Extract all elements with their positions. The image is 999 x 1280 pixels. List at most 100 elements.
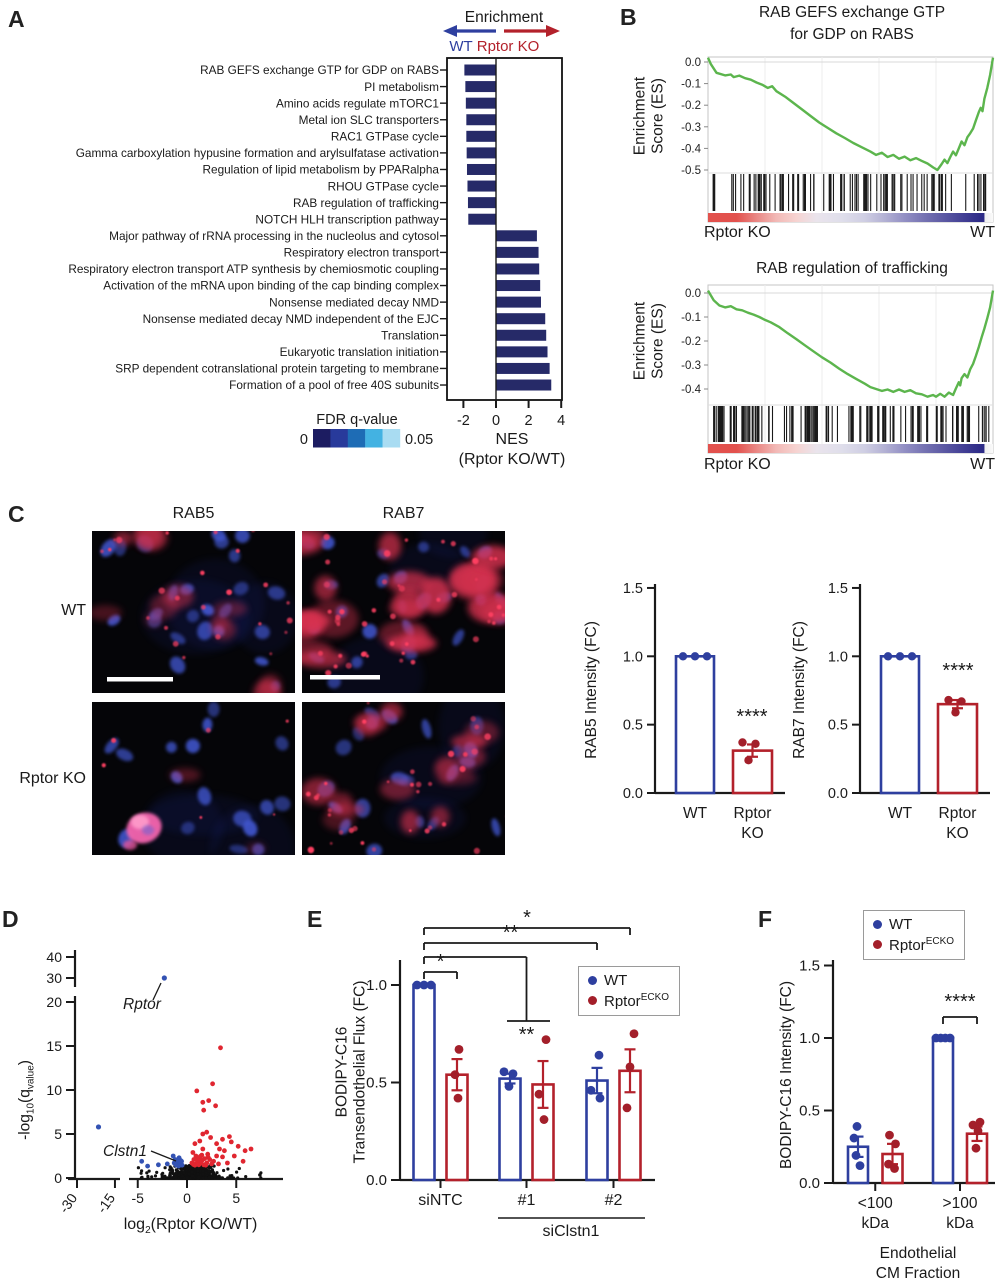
bar xyxy=(879,655,921,795)
svg-text:RAB GEFS exchange GTP for GDP: RAB GEFS exchange GTP for GDP on RABS xyxy=(200,63,439,77)
data-point xyxy=(504,1082,514,1091)
data-point xyxy=(895,652,905,661)
up-gene-point xyxy=(201,1107,207,1113)
svg-text:4: 4 xyxy=(557,413,565,429)
rptor-point xyxy=(161,975,167,981)
svg-text:CM Fraction: CM Fraction xyxy=(876,1265,960,1280)
svg-text:-0.1: -0.1 xyxy=(681,79,701,91)
svg-text:1.0: 1.0 xyxy=(828,649,848,665)
svg-text:Respiratory electron transport: Respiratory electron transport ATP synth… xyxy=(68,262,439,276)
svg-text:5: 5 xyxy=(232,1190,240,1206)
data-point xyxy=(885,1130,894,1140)
svg-text:0.0: 0.0 xyxy=(685,288,701,300)
up-gene-point xyxy=(235,1143,241,1149)
nes-bar xyxy=(496,379,552,391)
micrograph-wt-rab5 xyxy=(92,531,295,693)
data-point xyxy=(951,708,960,717)
svg-text:Clstn1: Clstn1 xyxy=(103,1143,147,1160)
bar xyxy=(931,1036,955,1185)
data-point xyxy=(891,1139,900,1149)
panel-c-letter: C xyxy=(8,501,25,527)
svg-text:>100: >100 xyxy=(943,1195,978,1212)
micrograph xyxy=(92,531,295,693)
cm-legend: WT RptorECKO xyxy=(863,910,966,960)
svg-text:-0.4: -0.4 xyxy=(681,384,701,396)
data-point xyxy=(622,1103,632,1113)
panel-d-letter: D xyxy=(2,906,19,932)
up-gene-point xyxy=(208,1135,214,1140)
svg-text:Gamma carboxylation hypusine f: Gamma carboxylation hypusine formation a… xyxy=(76,146,439,160)
svg-text:FDR q-value: FDR q-value xyxy=(316,412,397,428)
row-label-wt: WT xyxy=(61,602,86,619)
svg-text:5: 5 xyxy=(54,1126,62,1142)
nes-bar xyxy=(464,64,496,76)
gsea2-left-label: Rptor KO xyxy=(704,456,771,473)
svg-text:#1: #1 xyxy=(518,1192,536,1209)
data-point xyxy=(973,1126,983,1136)
svg-text:NOTCH HLH transcription pathwa: NOTCH HLH transcription pathway xyxy=(255,212,439,226)
grouped-chart: 0.0 0.5 1.0 1.5 <100 kDa >100 kDa Endothelial CM … xyxy=(799,958,995,1280)
data-point xyxy=(534,1089,544,1099)
data-point xyxy=(890,1164,899,1173)
svg-text:30: 30 xyxy=(46,970,62,986)
svg-text:kDa: kDa xyxy=(946,1215,974,1232)
data-point xyxy=(508,1069,518,1079)
panel-f-letter: F xyxy=(758,906,773,932)
up-gene-point xyxy=(194,1157,200,1163)
svg-text:1.0: 1.0 xyxy=(799,1030,820,1047)
volcano-plot: 0 5 10 15 20 30 40 -30 -15 -5 0 5 Rptor Clstn1 xyxy=(46,949,283,1216)
micrograph-wt-rab7 xyxy=(302,531,505,693)
scale-bar xyxy=(107,677,173,682)
up-gene-point xyxy=(205,1154,211,1160)
rab7-intensity-chart: 0.0 0.5 1.0 1.5 **** WT Rptor KO xyxy=(828,581,990,842)
svg-text:1.5: 1.5 xyxy=(799,958,820,975)
svg-text:Activation of the mRNA upon bi: Activation of the mRNA upon binding of t… xyxy=(103,279,439,293)
panel-a-letter: A xyxy=(8,6,25,32)
data-point xyxy=(944,695,953,705)
svg-text:<100: <100 xyxy=(858,1195,893,1212)
svg-text:Nonsense mediated decay NMD in: Nonsense mediated decay NMD independent … xyxy=(143,312,440,326)
svg-text:-0.3: -0.3 xyxy=(681,360,701,372)
data-point xyxy=(968,1120,978,1130)
svg-text:siClstn1: siClstn1 xyxy=(543,1223,600,1240)
up-gene-point xyxy=(210,1081,216,1087)
up-gene-point xyxy=(218,1045,223,1051)
data-point xyxy=(678,652,688,661)
down-gene-point xyxy=(145,1163,150,1169)
gsea2-right-label: WT xyxy=(970,456,995,473)
rptor-ecko-dot-icon xyxy=(588,996,597,1006)
data-point xyxy=(450,1070,460,1080)
rank-gradient-bar xyxy=(708,213,993,222)
column-title-rab5: RAB5 xyxy=(172,505,215,522)
down-gene-point xyxy=(164,1161,170,1167)
data-point xyxy=(851,1151,861,1160)
svg-text:**: ** xyxy=(503,922,519,944)
legend-item-rptor-ecko: RptorECKO xyxy=(588,991,669,1012)
up-gene-point xyxy=(228,1139,234,1145)
svg-text:KO: KO xyxy=(741,825,763,842)
nes-bar xyxy=(467,180,496,192)
svg-text:0: 0 xyxy=(54,1170,62,1186)
svg-text:Nonsense mediated decay NMD: Nonsense mediated decay NMD xyxy=(269,295,439,309)
data-point xyxy=(412,980,422,990)
wt-dot-icon xyxy=(873,920,882,930)
svg-text:PI metabolism: PI metabolism xyxy=(364,80,439,94)
svg-text:*: * xyxy=(437,951,445,973)
nes-bar xyxy=(466,114,496,126)
nes-bar xyxy=(465,97,496,109)
nes-bar xyxy=(496,346,548,358)
svg-text:-15: -15 xyxy=(93,1190,118,1216)
up-gene-point xyxy=(214,1141,220,1147)
svg-text:*: * xyxy=(523,907,531,929)
up-gene-point xyxy=(196,1162,202,1168)
bar xyxy=(498,1077,522,1182)
down-gene-point xyxy=(170,1153,176,1159)
nes-bar xyxy=(467,197,496,209)
volcano-x-axis-label: log2(Rptor KO/WT) xyxy=(123,1216,258,1237)
svg-text:WT: WT xyxy=(683,805,708,822)
up-gene-point xyxy=(231,1153,237,1159)
column-title-rab7: RAB7 xyxy=(382,505,425,522)
svg-text:Rptor: Rptor xyxy=(123,996,162,1013)
